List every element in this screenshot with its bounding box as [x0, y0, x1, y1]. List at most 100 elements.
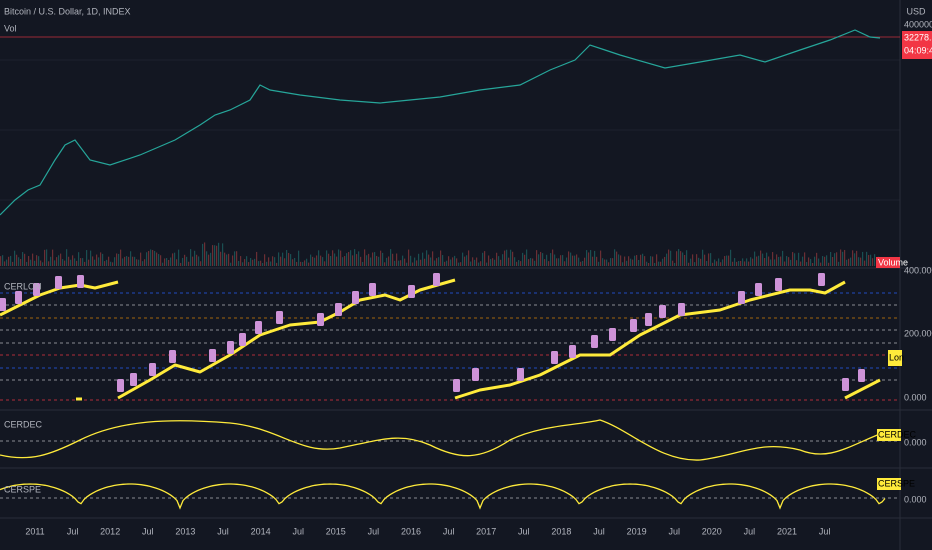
volume-bar	[818, 258, 820, 266]
volume-bar	[230, 262, 232, 266]
volume-bar	[668, 249, 670, 266]
volume-bar	[534, 260, 536, 266]
volume-bar	[784, 261, 786, 266]
time-label: Jul	[443, 526, 455, 536]
volume-bar	[8, 256, 10, 266]
signal-marker	[276, 311, 283, 324]
volume-bar	[10, 255, 12, 266]
volume-bar	[404, 258, 406, 266]
volume-bar	[542, 253, 544, 266]
volume-bar	[32, 253, 34, 266]
volume-bar	[340, 250, 342, 266]
volume-bar	[872, 258, 874, 266]
time-label: 2011	[25, 526, 44, 536]
signal-marker	[408, 285, 415, 298]
volume-bar	[142, 261, 144, 266]
volume-bar	[324, 261, 326, 266]
volume-bar	[118, 253, 120, 266]
volume-bar	[14, 250, 16, 266]
signal-marker	[551, 351, 558, 364]
volume-bar	[204, 242, 206, 266]
volume-bar	[468, 250, 470, 266]
volume-bar	[688, 262, 690, 266]
volume-bar	[432, 251, 434, 266]
volume-bar	[712, 262, 714, 266]
volume-bar	[548, 261, 550, 266]
volume-bar	[546, 254, 548, 266]
volume-bar	[634, 255, 636, 266]
volume-bar	[64, 260, 66, 266]
volume-bar	[630, 258, 632, 266]
volume-bar	[568, 251, 570, 266]
volume-bar	[538, 254, 540, 266]
volume-bar	[176, 259, 178, 266]
volume-bar	[834, 253, 836, 266]
volume-bar	[294, 257, 296, 266]
volume-bar	[268, 257, 270, 266]
volume-bar	[90, 250, 92, 266]
volume-bar	[134, 256, 136, 266]
volume-bar	[408, 249, 410, 266]
volume-bar	[514, 257, 516, 266]
volume-bar	[680, 251, 682, 266]
volume-bar	[396, 253, 398, 266]
volume-bar	[36, 255, 38, 266]
volume-bar	[226, 254, 228, 266]
volume-bar	[82, 258, 84, 266]
volume-bar	[376, 255, 378, 266]
volume-bar	[732, 261, 734, 266]
volume-bar	[830, 251, 832, 266]
volume-bar	[278, 252, 280, 266]
volume-bar	[422, 252, 424, 266]
volume-bar	[290, 254, 292, 266]
signal-marker	[755, 283, 762, 296]
volume-bar	[702, 249, 704, 266]
volume-bar	[88, 259, 90, 266]
volume-bar	[482, 252, 484, 266]
volume-bar	[116, 253, 118, 266]
volume-bar	[152, 250, 154, 266]
volume-bar	[724, 256, 726, 266]
volume-bar	[826, 255, 828, 266]
volume-bar	[364, 249, 366, 266]
volume-bar	[84, 261, 86, 266]
volume-bar	[730, 249, 732, 266]
volume-bar	[168, 259, 170, 266]
volume-bar	[820, 262, 822, 266]
volume-bar	[292, 259, 294, 266]
volume-bar	[460, 262, 462, 266]
axis-label: 400.000	[904, 265, 932, 275]
volume-bar	[848, 258, 850, 266]
volume-bar	[216, 245, 218, 266]
volume-bar	[644, 256, 646, 266]
volume-bar	[174, 252, 176, 266]
volume-bar	[428, 254, 430, 266]
volume-bar	[734, 258, 736, 266]
volume-bar	[828, 262, 830, 266]
volume-bar	[496, 252, 498, 266]
volume-bar	[234, 251, 236, 266]
volume-bar	[722, 259, 724, 266]
volume-bar	[166, 257, 168, 266]
volume-bar	[764, 257, 766, 266]
time-label: Jul	[744, 526, 756, 536]
signal-marker	[209, 349, 216, 362]
volume-bar	[612, 258, 614, 266]
volume-bar	[682, 252, 684, 266]
volume-bar	[418, 253, 420, 266]
volume-bar	[272, 256, 274, 266]
volume-bar	[362, 261, 364, 266]
volume-bar	[582, 261, 584, 266]
volume-bar	[770, 259, 772, 266]
volume-bar	[540, 251, 542, 266]
volume-bar	[692, 254, 694, 266]
time-label: 2017	[476, 526, 496, 536]
volume-bar	[500, 259, 502, 266]
volume-bar	[300, 261, 302, 266]
volume-bar	[380, 250, 382, 266]
volume-bar	[708, 253, 710, 266]
volume-bar	[212, 245, 214, 266]
volume-bar	[214, 245, 216, 266]
volume-tag-box	[876, 257, 900, 268]
